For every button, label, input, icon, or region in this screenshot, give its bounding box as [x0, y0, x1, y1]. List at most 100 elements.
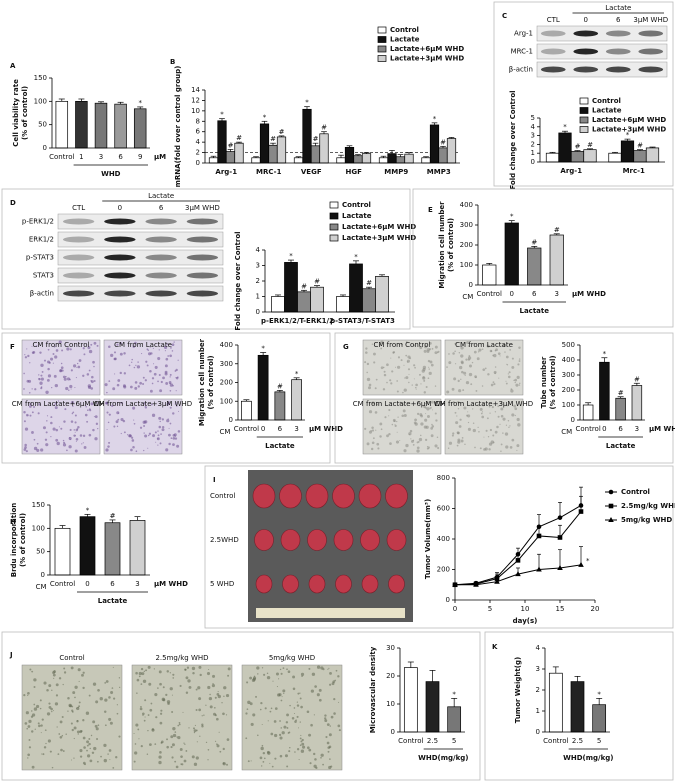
significance-mark: #: [110, 512, 116, 520]
row-label: CM: [462, 293, 473, 301]
texture: [434, 385, 437, 387]
texture: [426, 415, 430, 418]
y-tick-label: 800: [437, 474, 450, 482]
ruler: [256, 608, 405, 618]
texture: [287, 670, 291, 673]
texture: [172, 733, 177, 738]
texture: [157, 430, 159, 432]
texture: [207, 759, 209, 761]
blot-band: [104, 272, 136, 279]
texture: [33, 438, 36, 441]
texture: [144, 699, 147, 702]
texture: [320, 753, 324, 757]
texture: [513, 404, 517, 408]
texture: [113, 357, 117, 361]
legend-swatch: [579, 116, 589, 124]
texture: [60, 362, 63, 365]
texture: [169, 389, 172, 392]
tumor: [388, 574, 405, 594]
texture: [197, 686, 201, 690]
panel-frame: [1, 188, 411, 330]
texture: [108, 749, 112, 752]
texture: [165, 448, 169, 452]
texture: [262, 760, 265, 763]
texture: [371, 429, 375, 432]
texture: [75, 377, 77, 379]
texture: [76, 708, 78, 710]
texture: [436, 436, 439, 439]
texture: [168, 380, 172, 384]
texture: [171, 437, 173, 439]
texture: [151, 377, 155, 380]
blot-band: [638, 48, 664, 55]
texture: [87, 346, 91, 350]
blot-band: [104, 290, 136, 297]
blot-band: [145, 218, 177, 225]
texture: [518, 346, 521, 349]
texture: [296, 704, 300, 707]
texture: [281, 731, 285, 735]
texture: [260, 746, 264, 751]
texture: [29, 414, 32, 417]
texture: [492, 434, 495, 437]
texture: [299, 697, 302, 700]
texture: [216, 744, 220, 748]
bar: [429, 124, 440, 164]
texture: [330, 715, 334, 719]
y-tick-label: 200: [562, 386, 575, 394]
texture: [71, 710, 74, 713]
texture: [474, 446, 476, 449]
texture: [161, 740, 164, 744]
texture: [508, 426, 510, 429]
texture: [88, 694, 91, 697]
texture: [431, 409, 434, 411]
blot-band: [62, 218, 95, 225]
marker: [452, 581, 458, 587]
texture: [74, 421, 77, 424]
texture: [286, 668, 288, 671]
texture: [60, 748, 63, 752]
texture: [508, 371, 511, 374]
texture: [42, 426, 46, 430]
texture: [162, 376, 165, 380]
texture: [302, 745, 306, 749]
texture: [428, 366, 430, 368]
texture: [516, 444, 520, 448]
legend-label: Lactate+3μM WHD: [592, 126, 666, 134]
texture: [227, 674, 230, 677]
blot-band: [605, 66, 631, 73]
texture: [198, 697, 202, 701]
legend-label: Lactate: [592, 107, 622, 115]
texture: [259, 708, 262, 711]
bar: [438, 147, 448, 164]
texture: [467, 356, 472, 360]
texture: [185, 750, 188, 752]
texture: [245, 712, 248, 715]
texture: [365, 351, 368, 354]
texture: [73, 364, 77, 368]
panel-frame: [204, 465, 674, 629]
panel-frame: [493, 1, 674, 187]
texture: [328, 733, 332, 737]
texture: [201, 723, 204, 726]
y-axis-label: (% of control): [549, 355, 557, 409]
texture: [166, 745, 169, 749]
texture: [83, 746, 86, 749]
texture: [270, 732, 274, 736]
texture: [144, 420, 148, 424]
y-tick-label: 50: [38, 121, 47, 129]
texture: [488, 448, 491, 451]
texture: [257, 734, 259, 737]
texture: [476, 357, 480, 361]
bar: [570, 681, 585, 733]
texture: [481, 348, 484, 350]
texture: [36, 442, 39, 445]
texture: [293, 713, 295, 715]
texture: [454, 411, 457, 414]
texture: [143, 719, 146, 722]
texture: [415, 388, 417, 390]
legend-swatch: [329, 212, 339, 220]
texture: [140, 745, 143, 748]
blot-band: [145, 290, 177, 297]
texture: [412, 443, 415, 446]
